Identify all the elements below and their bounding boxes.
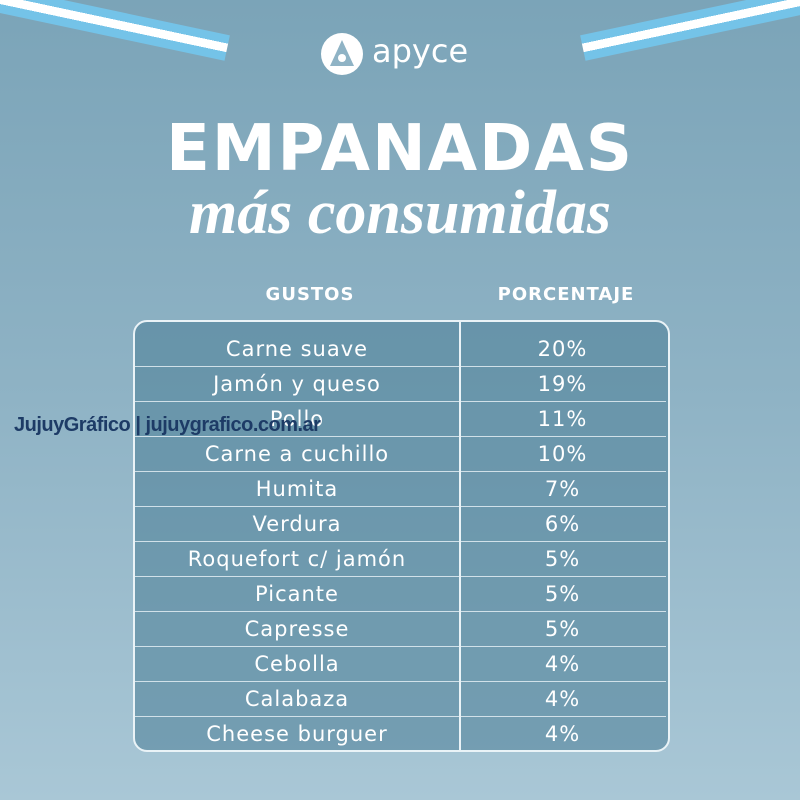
- column-header: PORCENTAJE: [497, 284, 635, 305]
- title: EMPANADAS: [166, 112, 634, 186]
- percentage-cell: 4%: [544, 687, 581, 711]
- percentage-cell: 5%: [544, 547, 581, 571]
- flavor-cell: Carne a cuchillo: [204, 442, 390, 466]
- table-row: Cebolla 4%: [135, 647, 666, 682]
- flavor-cell: Carne suave: [225, 337, 369, 361]
- watermark: JujuyGráfico | jujuygrafico.com.ar: [14, 414, 321, 436]
- table: [133, 320, 670, 752]
- column-header: GUSTOS: [265, 284, 355, 305]
- table-row: Jamón y queso 19%: [135, 367, 666, 402]
- percentage-cell: 7%: [544, 477, 581, 501]
- percentage-cell: 19%: [537, 372, 588, 396]
- table-row: Carne suave 20%: [135, 332, 666, 367]
- flavor-cell: Pollo: [269, 407, 325, 431]
- table-row: Carne a cuchillo 10%: [135, 437, 666, 472]
- percentage-cell: 4%: [544, 652, 581, 676]
- percentage-cell: 4%: [544, 722, 581, 746]
- flag: [0, 0, 230, 61]
- table-row: Roquefort c/ jamón 5%: [135, 542, 666, 577]
- table-row: Capresse 5%: [135, 612, 666, 647]
- table-row: Humita 7%: [135, 472, 666, 507]
- percentage-cell: 11%: [537, 407, 588, 431]
- flavor-cell: Verdura: [252, 512, 342, 536]
- percentage-cell: 10%: [537, 442, 588, 466]
- table-row: Calabaza 4%: [135, 682, 666, 717]
- percentage-cell: 5%: [544, 617, 581, 641]
- percentage-cell: 5%: [544, 582, 581, 606]
- flavor-cell: Cheese burguer: [206, 722, 388, 746]
- flavor-cell: Cebolla: [254, 652, 340, 676]
- table-row: Verdura 6%: [135, 507, 666, 542]
- flavor-cell: Humita: [255, 477, 339, 501]
- flavor-cell: Capresse: [244, 617, 350, 641]
- subtitle: más consumidas: [188, 179, 612, 247]
- flavor-cell: Calabaza: [244, 687, 350, 711]
- logo-text: apyce: [372, 32, 469, 70]
- table-row: Cheese burguer 4%: [135, 717, 666, 752]
- flag: [580, 0, 800, 61]
- logo-icon: [321, 33, 363, 75]
- percentage-cell: 20%: [537, 337, 588, 361]
- table-row: Pollo 11%: [135, 402, 666, 437]
- column-divider: [459, 320, 461, 752]
- percentage-cell: 6%: [544, 512, 581, 536]
- flavor-cell: Picante: [255, 582, 339, 606]
- table-row: Picante 5%: [135, 577, 666, 612]
- flavor-cell: Jamón y queso: [213, 372, 381, 396]
- flavor-cell: Roquefort c/ jamón: [187, 547, 407, 571]
